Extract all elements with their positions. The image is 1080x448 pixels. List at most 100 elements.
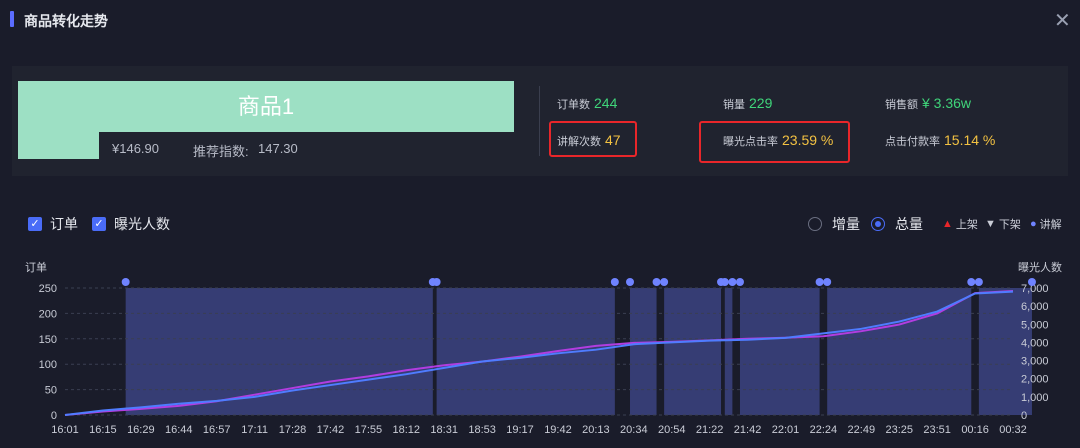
toggle-increment[interactable]: 增量 [808,214,860,234]
metric-explain-count: 讲解次数 47 [557,132,621,149]
metric-label: 曝光点击率 [723,136,778,148]
explain-band [125,288,433,415]
explain-pin [1027,278,1036,286]
metric-label: 销售额 [885,99,918,111]
explain-band [827,288,972,415]
explain-pin [728,278,737,286]
product-banner [18,81,514,132]
highlight-box-ctr [699,121,850,163]
x-tick: 22:01 [772,424,800,436]
x-tick: 17:55 [355,424,383,436]
legend-listed-label: 上架 [955,219,978,231]
explain-pin [432,278,441,286]
x-tick: 00:32 [999,424,1027,436]
product-name: 商品1 [237,94,295,119]
x-tick: 21:22 [696,424,724,436]
up-triangle-icon: ▲ [942,218,953,230]
x-tick: 22:24 [810,424,838,436]
metric-value: 23.59 % [782,132,834,148]
x-tick: 16:29 [127,424,155,436]
toggle-increment-label: 增量 [832,216,860,232]
metric-click-pay-rate: 点击付款率 15.14 % [885,132,995,149]
x-tick: 20:54 [658,424,686,436]
x-tick: 16:01 [51,424,79,436]
y-tick-right: 0 [1021,410,1027,422]
legend-orders-label: 订单 [50,216,78,232]
y-tick-left: 150 [39,334,57,346]
metric-label: 销量 [723,99,745,111]
recommend-index-value: 147.30 [258,141,298,156]
metric-sales-volume: 销量 229 [723,95,772,112]
x-tick: 20:34 [620,424,648,436]
explain-pin [121,278,130,286]
explain-pin [815,278,824,286]
x-tick: 19:42 [544,424,572,436]
metric-label: 讲解次数 [557,136,601,148]
close-icon[interactable]: ✕ [1054,10,1071,32]
metric-exposure-ctr: 曝光点击率 23.59 % [723,132,833,149]
y-tick-left: 200 [39,308,57,320]
legend-delisted-label: 下架 [998,219,1021,231]
dialog-header: 商品转化走势 ✕ [0,0,1080,40]
product-summary-card: 商品1 ¥146.90 推荐指数: 147.30 订单数 244 销量 229 销售… [12,66,1068,176]
explain-band [436,288,615,415]
trend-chart: 订单 曝光人数 0 50 100 150 200 250 0 1,000 2,000 3,000 4,0… [25,260,1062,436]
y-tick-right: 1,000 [1021,392,1049,404]
toggle-total[interactable]: 总量 [871,214,923,234]
x-tick: 23:25 [885,424,913,436]
radio-selected-icon[interactable] [871,217,885,231]
y-tick-left: 50 [45,385,57,397]
x-tick: 16:44 [165,424,193,436]
legend-explain-label: 讲解 [1039,219,1062,231]
title-accent-bar [10,11,14,27]
legend-listed: ▲ 上架 [942,216,978,232]
explain-band [739,288,820,415]
explain-pin [626,278,635,286]
legend-orders[interactable]: ✓ 订单 [28,214,78,234]
metric-label: 订单数 [557,99,590,111]
y-tick-left: 250 [39,283,57,295]
toggle-total-label: 总量 [895,216,923,232]
x-tick: 18:12 [393,424,421,436]
metric-value: 244 [594,95,618,111]
highlight-box-explain [549,121,637,157]
checkbox-checked-icon[interactable]: ✓ [92,217,106,231]
metric-value: 47 [605,132,621,148]
legend-delisted: ▼ 下架 [985,216,1021,232]
left-axis-title: 订单 [25,261,47,274]
explain-pin [974,278,983,286]
x-tick: 17:42 [317,424,345,436]
explain-pin [660,278,669,286]
x-tick: 19:17 [506,424,534,436]
summary-divider [539,86,540,156]
radio-icon[interactable] [808,217,822,231]
explain-band [724,288,733,415]
legend-exposure[interactable]: ✓ 曝光人数 [92,214,170,234]
metric-label: 点击付款率 [885,136,940,148]
explain-band [630,288,657,415]
legend-explain: ● 讲解 [1030,216,1062,232]
dialog-title: 商品转化走势 [24,13,108,29]
explain-pin [610,278,619,286]
recommend-index-label: 推荐指数: [193,144,249,159]
series-line [64,290,1014,416]
metric-revenue: 销售额 ¥ 3.36w [885,95,971,112]
x-tick: 20:13 [582,424,610,436]
metric-value: 229 [749,95,773,111]
map-pin-icon: ● [1030,218,1037,230]
x-tick: 17:28 [279,424,307,436]
x-tick: 00:16 [961,424,989,436]
y-tick-right: 2,000 [1021,374,1049,386]
explain-pin [735,278,744,286]
product-banner-notch [18,132,99,159]
checkbox-checked-icon[interactable]: ✓ [28,217,42,231]
explain-pin [967,278,976,286]
product-price: ¥146.90 [112,141,159,156]
explain-band [978,288,1032,415]
x-tick: 18:31 [430,424,458,436]
metric-value: 15.14 % [944,132,996,148]
x-tick: 17:11 [241,424,268,436]
y-tick-left: 100 [39,359,57,371]
y-tick-right: 6,000 [1021,301,1049,313]
explain-pin [652,278,661,286]
